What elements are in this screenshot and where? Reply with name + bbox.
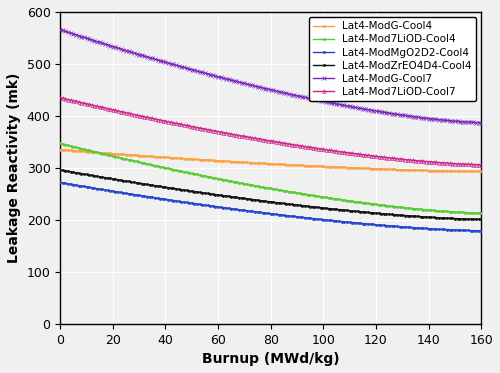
Lat4-ModMgO2D2-Cool4 — [196, 202, 202, 207]
Lat4-Mod7LiOD-Cool7 — [196, 126, 202, 130]
Y-axis label: Leakage Reactivity (mk): Leakage Reactivity (mk) — [7, 73, 21, 263]
Lat4-ModMgO2D2-Cool4 — [457, 228, 463, 232]
Lat4-Mod7LiOD-Cool7 — [457, 162, 463, 166]
Line: Lat4-ModG-Cool7: Lat4-ModG-Cool7 — [58, 28, 483, 124]
Lat4-ModMgO2D2-Cool4 — [428, 226, 434, 231]
Lat4-Mod7LiOD-Cool4 — [212, 176, 218, 181]
Lat4-ModG-Cool4 — [428, 168, 434, 173]
Lat4-ModG-Cool7 — [428, 117, 434, 121]
Lat4-Mod7LiOD-Cool7 — [407, 158, 413, 162]
Lat4-ModG-Cool7 — [457, 119, 463, 124]
Lat4-Mod7LiOD-Cool4 — [196, 173, 202, 177]
Lat4-ModG-Cool7 — [57, 27, 63, 32]
Lat4-ModG-Cool7 — [196, 69, 202, 74]
Line: Lat4-Mod7LiOD-Cool7: Lat4-Mod7LiOD-Cool7 — [58, 96, 483, 166]
Lat4-ModZrEO4D4-Cool4 — [212, 192, 218, 197]
Lat4-ModZrEO4D4-Cool4 — [57, 168, 63, 172]
Lat4-Mod7LiOD-Cool7 — [212, 129, 218, 134]
X-axis label: Burnup (MWd/kg): Burnup (MWd/kg) — [202, 352, 340, 366]
Lat4-Mod7LiOD-Cool4 — [478, 211, 484, 215]
Lat4-ModZrEO4D4-Cool4 — [407, 214, 413, 218]
Line: Lat4-ModMgO2D2-Cool4: Lat4-ModMgO2D2-Cool4 — [59, 181, 482, 232]
Lat4-Mod7LiOD-Cool7 — [57, 95, 63, 100]
Lat4-ModG-Cool4 — [407, 168, 413, 172]
Lat4-Mod7LiOD-Cool7 — [428, 160, 434, 164]
Lat4-ModG-Cool4 — [196, 157, 202, 162]
Lat4-ModG-Cool7 — [407, 114, 413, 119]
Lat4-Mod7LiOD-Cool4 — [57, 141, 63, 146]
Lat4-ModG-Cool4 — [173, 156, 179, 160]
Lat4-ModMgO2D2-Cool4 — [212, 204, 218, 209]
Lat4-Mod7LiOD-Cool4 — [173, 168, 179, 172]
Line: Lat4-ModZrEO4D4-Cool4: Lat4-ModZrEO4D4-Cool4 — [59, 169, 482, 220]
Lat4-ModG-Cool4 — [478, 169, 484, 174]
Lat4-ModMgO2D2-Cool4 — [478, 229, 484, 233]
Lat4-ModMgO2D2-Cool4 — [173, 199, 179, 203]
Lat4-ModZrEO4D4-Cool4 — [173, 186, 179, 191]
Lat4-ModG-Cool4 — [57, 147, 63, 152]
Lat4-ModG-Cool4 — [212, 158, 218, 163]
Lat4-ModZrEO4D4-Cool4 — [428, 215, 434, 220]
Legend: Lat4-ModG-Cool4, Lat4-Mod7LiOD-Cool4, Lat4-ModMgO2D2-Cool4, Lat4-ModZrEO4D4-Cool: Lat4-ModG-Cool4, Lat4-Mod7LiOD-Cool4, La… — [309, 17, 476, 101]
Lat4-ModZrEO4D4-Cool4 — [457, 216, 463, 221]
Lat4-ModMgO2D2-Cool4 — [57, 180, 63, 185]
Lat4-ModMgO2D2-Cool4 — [407, 225, 413, 230]
Line: Lat4-ModG-Cool4: Lat4-ModG-Cool4 — [59, 148, 482, 173]
Lat4-ModZrEO4D4-Cool4 — [478, 217, 484, 222]
Lat4-ModG-Cool7 — [212, 74, 218, 78]
Lat4-ModG-Cool7 — [478, 120, 484, 125]
Lat4-Mod7LiOD-Cool4 — [407, 206, 413, 210]
Lat4-ModG-Cool4 — [457, 169, 463, 173]
Line: Lat4-Mod7LiOD-Cool4: Lat4-Mod7LiOD-Cool4 — [59, 142, 482, 214]
Lat4-ModG-Cool7 — [173, 63, 179, 68]
Lat4-ModZrEO4D4-Cool4 — [196, 190, 202, 195]
Lat4-Mod7LiOD-Cool7 — [478, 163, 484, 167]
Lat4-Mod7LiOD-Cool4 — [457, 210, 463, 214]
Lat4-Mod7LiOD-Cool4 — [428, 208, 434, 213]
Lat4-Mod7LiOD-Cool7 — [173, 121, 179, 126]
